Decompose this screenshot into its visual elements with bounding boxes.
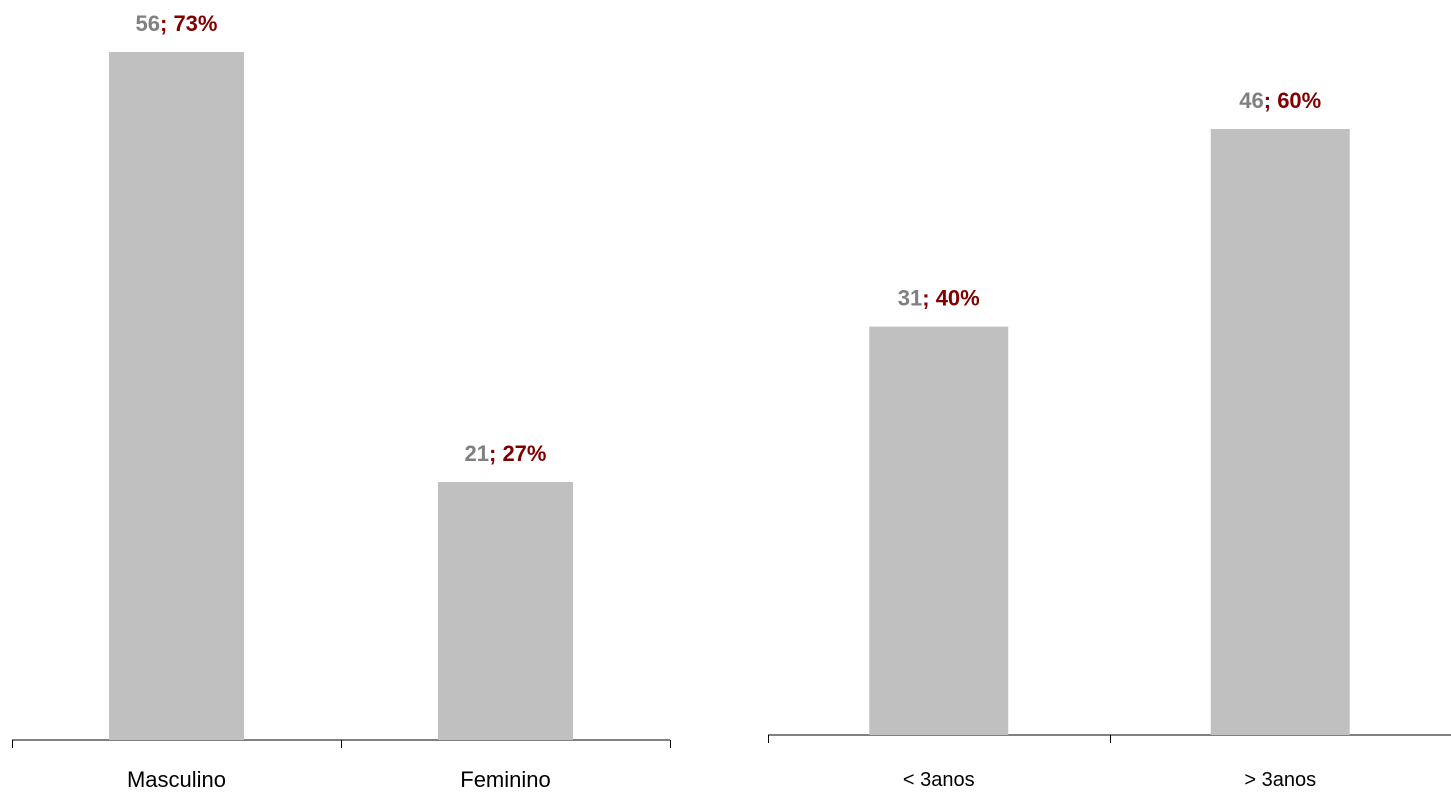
bar-data-label: 31; 40% (898, 286, 980, 311)
bar-percent-value: ; 27% (489, 441, 546, 466)
x-tick-label: Feminino (460, 767, 550, 792)
bar-data-label: 21; 27% (465, 441, 547, 466)
bar-count-value: 46 (1239, 88, 1263, 113)
bar-feminino (438, 482, 573, 740)
x-tick-label: Masculino (127, 767, 226, 792)
chart-gender: 56; 73% Masculino 21; 27% Feminino (12, 11, 671, 792)
bar-count-value: 56 (136, 11, 160, 36)
x-tick-label: > 3anos (1244, 769, 1316, 791)
x-tick-label: < 3anos (903, 769, 975, 791)
chart-tenure: 31; 40% < 3anos 46; 60% > 3anos (768, 88, 1451, 791)
bar-3anos (1210, 129, 1350, 735)
bar-3anos (869, 326, 1009, 735)
bar-count-value: 31 (898, 286, 922, 311)
bar-percent-value: ; 60% (1264, 88, 1321, 113)
bar-percent-value: ; 73% (160, 11, 217, 36)
bar-percent-value: ; 40% (922, 286, 979, 311)
bar-data-label: 46; 60% (1239, 88, 1321, 113)
bar-data-label: 56; 73% (136, 11, 218, 36)
bar-count-value: 21 (465, 441, 489, 466)
bar-masculino (109, 52, 244, 740)
